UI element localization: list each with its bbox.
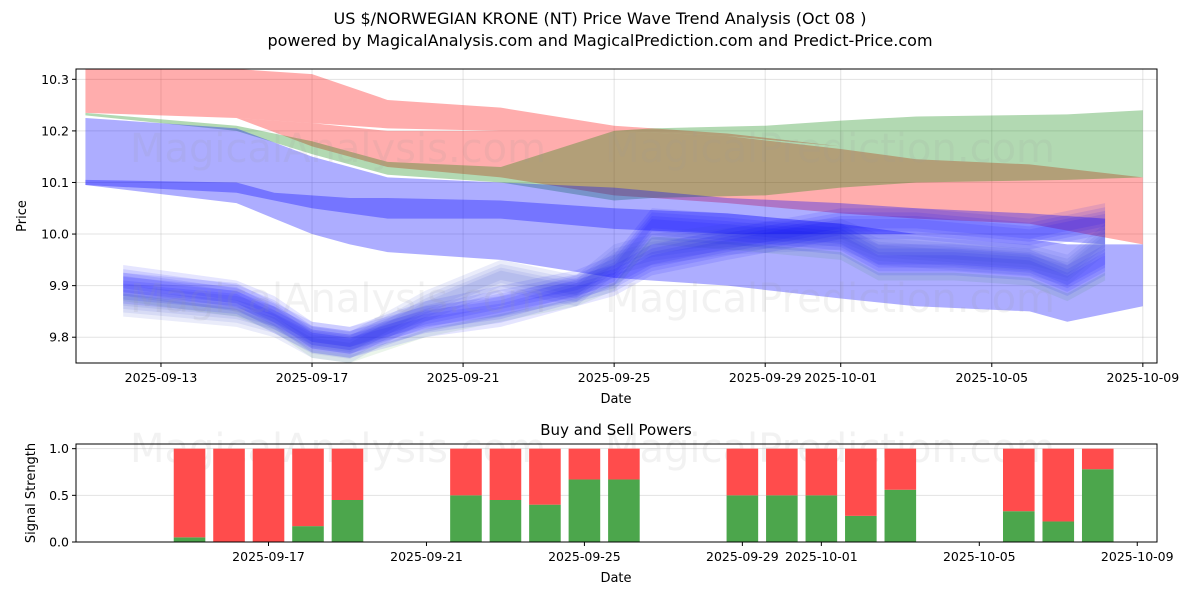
main-x-tick-label: 2025-10-05 <box>955 370 1028 385</box>
main-x-tick-label: 2025-09-25 <box>578 370 651 385</box>
buy-bar <box>450 495 482 542</box>
buy-bar <box>608 479 640 542</box>
watermark-mid-left: MagicalAnalysis.com <box>130 276 546 322</box>
sell-bar <box>252 448 285 542</box>
buy-bar <box>766 495 798 542</box>
buy-bar <box>1042 521 1075 542</box>
bottom-x-tick-label: 2025-09-29 <box>706 549 779 564</box>
wave-band-3-layer <box>123 207 1106 354</box>
main-x-tick-label: 2025-09-13 <box>125 370 198 385</box>
main-x-tick-label: 2025-09-29 <box>729 370 802 385</box>
main-x-tick-label: 2025-10-09 <box>1107 370 1180 385</box>
bottom-x-axis: 2025-09-17 2025-09-21 2025-09-25 2025-09-29… <box>232 542 1174 564</box>
buy-bar <box>805 495 838 542</box>
red-upper-band <box>85 69 1143 178</box>
main-y-tick-label: 9.9 <box>49 278 69 293</box>
wave-band-2-layer <box>123 218 1106 363</box>
bottom-y-tick-label: 1.0 <box>49 441 69 456</box>
wave-band-1-layer <box>123 208 1106 358</box>
buy-bar <box>292 526 324 542</box>
sell-bar <box>726 448 759 496</box>
sell-bar <box>489 448 522 500</box>
bottom-x-tick-label: 2025-10-09 <box>1101 549 1174 564</box>
bottom-x-tick-label: 2025-09-25 <box>548 549 621 564</box>
sell-bar <box>213 448 245 542</box>
main-waves <box>123 203 1106 363</box>
chart-subtitle: powered by MagicalAnalysis.com and Magic… <box>267 31 933 50</box>
main-y-tick-label: 10.3 <box>41 72 69 87</box>
wave-band-1-layer <box>123 216 1106 351</box>
main-bands <box>85 69 1143 322</box>
sell-bar <box>805 448 838 496</box>
main-plot-frame <box>75 68 1158 364</box>
main-y-tick-label: 10.1 <box>41 175 69 190</box>
green-band <box>85 110 1143 201</box>
wave-band-3-layer <box>123 210 1106 351</box>
bottom-plot-frame <box>75 443 1158 543</box>
main-x-tick-label: 2025-09-21 <box>427 370 500 385</box>
bottom-chart-title: Buy and Sell Powers <box>540 421 692 439</box>
sell-bar <box>450 448 482 496</box>
bottom-y-axis: 0.0 0.5 1.0 <box>49 441 76 550</box>
wave-band-2-layer <box>123 222 1106 359</box>
bottom-y-label: Signal Strength <box>24 443 39 543</box>
bottom-x-label: Date <box>600 571 631 586</box>
main-y-tick-label: 9.8 <box>49 330 69 345</box>
bottom-x-tick-label: 2025-09-17 <box>232 549 305 564</box>
sell-bar <box>331 448 364 500</box>
wave-band-3-layer <box>123 203 1106 358</box>
sell-bar <box>1081 448 1114 470</box>
buy-bar <box>529 504 561 542</box>
bottom-x-tick-label: 2025-09-21 <box>390 549 463 564</box>
watermark-top-right: MagicalPrediction.com <box>605 126 1055 172</box>
buy-bar <box>331 500 364 542</box>
main-x-tick-label: 2025-10-01 <box>804 370 877 385</box>
price-chart: MagicalAnalysis.com MagicalPrediction.co… <box>15 68 1180 407</box>
wave-green-fringe <box>123 236 1106 363</box>
red-lower-band <box>85 110 1143 245</box>
sell-bar <box>292 448 324 527</box>
watermark-top-left: MagicalAnalysis.com <box>130 126 546 172</box>
sell-bar <box>529 448 561 505</box>
bottom-y-tick-label: 0.5 <box>49 488 69 503</box>
sell-bar <box>845 448 877 516</box>
main-y-tick-label: 10.0 <box>41 227 69 242</box>
sell-bar <box>1042 448 1075 522</box>
wave-band-2-layer <box>123 226 1106 356</box>
main-y-label: Price <box>15 200 30 232</box>
blue-upper-band <box>85 118 1106 245</box>
bottom-bars <box>173 448 1114 542</box>
sell-bar <box>608 448 640 480</box>
sell-bar <box>173 448 206 538</box>
bottom-x-tick-label: 2025-10-05 <box>943 549 1016 564</box>
buy-bar <box>489 500 522 542</box>
buy-bar <box>1081 469 1114 542</box>
blue-lower-band <box>85 179 1143 322</box>
bottom-x-tick-label: 2025-10-01 <box>785 549 858 564</box>
wave-band-3-layer <box>123 213 1106 348</box>
main-x-axis: 2025-09-13 2025-09-17 2025-09-21 2025-09-25… <box>125 363 1180 385</box>
main-y-tick-label: 10.2 <box>41 123 69 138</box>
main-x-label: Date <box>600 392 631 407</box>
buy-bar <box>1002 511 1035 542</box>
buy-bar <box>845 515 877 542</box>
main-x-tick-label: 2025-09-17 <box>276 370 349 385</box>
buy-bar <box>173 537 206 542</box>
buy-bar <box>884 489 917 542</box>
watermark-mid-right: MagicalPrediction.com <box>605 276 1055 322</box>
main-y-axis: 9.8 9.9 10.0 10.1 10.2 10.3 <box>41 72 76 345</box>
sell-bar <box>766 448 798 496</box>
main-grid <box>76 69 1157 363</box>
wave-band-1-layer <box>123 219 1106 348</box>
wave-band-1-layer <box>123 212 1106 354</box>
chart-title: US $/NORWEGIAN KRONE (NT) Price Wave Tre… <box>333 9 867 28</box>
sell-bar <box>884 448 917 490</box>
bottom-y-tick-label: 0.0 <box>49 535 69 550</box>
buy-bar <box>568 479 601 542</box>
sell-bar <box>1002 448 1035 512</box>
sell-bar <box>568 448 601 480</box>
buy-sell-chart: MagicalAnalysis.com MagicalPrediction.co… <box>24 421 1174 586</box>
buy-bar <box>726 495 759 542</box>
